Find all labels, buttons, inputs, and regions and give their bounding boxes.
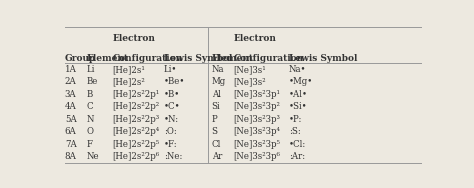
Text: [Ne]3s²3p⁴: [Ne]3s²3p⁴	[234, 127, 281, 136]
Text: Al: Al	[212, 90, 221, 99]
Text: Si: Si	[212, 102, 220, 111]
Text: Configuration: Configuration	[112, 54, 182, 63]
Text: Ne: Ne	[87, 152, 100, 161]
Text: B: B	[87, 90, 93, 99]
Text: •Be•: •Be•	[164, 77, 185, 86]
Text: Group: Group	[65, 54, 96, 63]
Text: Configuration: Configuration	[234, 54, 304, 63]
Text: Element: Element	[212, 54, 254, 63]
Text: 1A: 1A	[65, 65, 77, 74]
Text: F: F	[87, 139, 93, 149]
Text: Be: Be	[87, 77, 98, 86]
Text: Element: Element	[87, 54, 129, 63]
Text: S: S	[212, 127, 218, 136]
Text: C: C	[87, 102, 93, 111]
Text: Lewis Symbol: Lewis Symbol	[164, 54, 232, 63]
Text: [He]2s²2p²: [He]2s²2p²	[112, 102, 160, 111]
Text: [He]2s²2p⁵: [He]2s²2p⁵	[112, 139, 160, 149]
Text: •B•: •B•	[164, 90, 180, 99]
Text: •Al•: •Al•	[289, 90, 308, 99]
Text: 5A: 5A	[65, 115, 76, 124]
Text: [Ne]3s²3p³: [Ne]3s²3p³	[234, 115, 281, 124]
Text: Mg: Mg	[212, 77, 226, 86]
Text: Li•: Li•	[164, 65, 177, 74]
Text: [Ne]3s²3p²: [Ne]3s²3p²	[234, 102, 281, 111]
Text: 4A: 4A	[65, 102, 76, 111]
Text: O: O	[87, 127, 94, 136]
Text: [He]2s²2p¹: [He]2s²2p¹	[112, 90, 160, 99]
Text: [He]2s²: [He]2s²	[112, 77, 145, 86]
Text: •P:: •P:	[289, 115, 302, 124]
Text: •Cl:: •Cl:	[289, 139, 306, 149]
Text: :Ne:: :Ne:	[164, 152, 182, 161]
Text: [Ne]3s²3p⁶: [Ne]3s²3p⁶	[234, 152, 281, 161]
Text: [Ne]3s²3p¹: [Ne]3s²3p¹	[234, 90, 281, 99]
Text: Na: Na	[212, 65, 224, 74]
Text: Ar: Ar	[212, 152, 222, 161]
Text: [He]2s²2p⁶: [He]2s²2p⁶	[112, 152, 160, 161]
Text: [He]2s¹: [He]2s¹	[112, 65, 146, 74]
Text: P: P	[212, 115, 218, 124]
Text: :S:: :S:	[289, 127, 301, 136]
Text: [He]2s²2p³: [He]2s²2p³	[112, 115, 160, 124]
Text: N: N	[87, 115, 94, 124]
Text: Cl: Cl	[212, 139, 221, 149]
Text: Electron: Electron	[112, 34, 155, 43]
Text: :O:: :O:	[164, 127, 177, 136]
Text: •N:: •N:	[164, 115, 179, 124]
Text: •F:: •F:	[164, 139, 178, 149]
Text: Na•: Na•	[289, 65, 306, 74]
Text: Li: Li	[87, 65, 95, 74]
Text: 8A: 8A	[65, 152, 77, 161]
Text: Lewis Symbol: Lewis Symbol	[289, 54, 357, 63]
Text: •Si•: •Si•	[289, 102, 308, 111]
Text: [He]2s²2p⁴: [He]2s²2p⁴	[112, 127, 160, 136]
Text: 6A: 6A	[65, 127, 76, 136]
Text: [Ne]3s¹: [Ne]3s¹	[234, 65, 266, 74]
Text: •C•: •C•	[164, 102, 181, 111]
Text: [Ne]3s²: [Ne]3s²	[234, 77, 266, 86]
Text: 7A: 7A	[65, 139, 76, 149]
Text: 2A: 2A	[65, 77, 76, 86]
Text: [Ne]3s²3p⁵: [Ne]3s²3p⁵	[234, 139, 281, 149]
Text: :Ar:: :Ar:	[289, 152, 305, 161]
Text: •Mg•: •Mg•	[289, 77, 313, 86]
Text: Electron: Electron	[234, 34, 277, 43]
Text: 3A: 3A	[65, 90, 76, 99]
